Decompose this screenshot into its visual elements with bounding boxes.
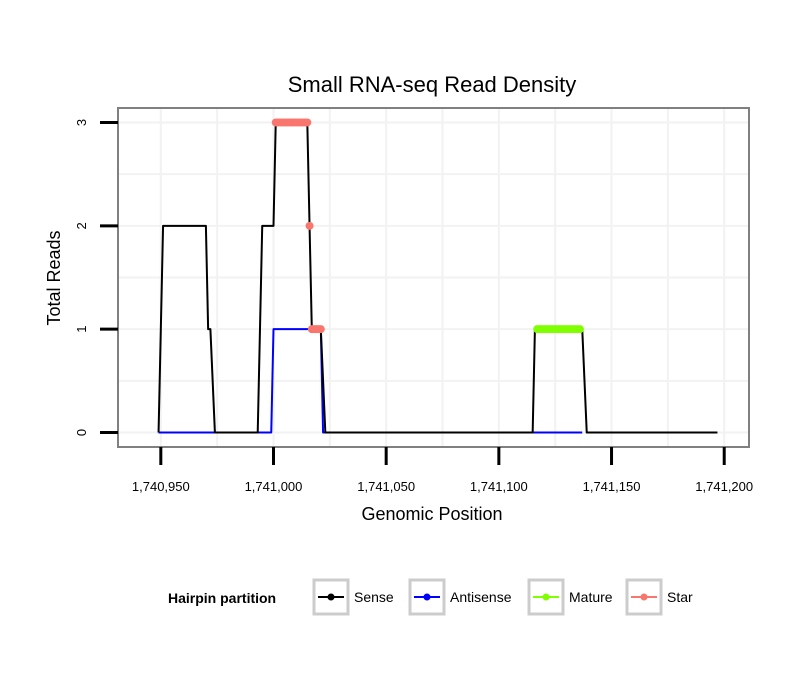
x-tick-label: 1,741,200 [695,479,753,494]
x-tick-label: 1,741,100 [470,479,528,494]
legend-key-point-antisense [423,593,431,601]
mature-point [575,325,584,334]
star-point [303,118,312,127]
star-point [305,221,314,230]
legend-label-antisense: Antisense [450,589,512,605]
y-tick-label: 2 [74,222,89,229]
y-tick-label: 1 [74,326,89,333]
y-axis-label: Total Reads [44,230,64,325]
y-tick-label: 3 [74,119,89,126]
x-tick-label: 1,741,050 [357,479,415,494]
legend-key-point-mature [542,593,550,601]
star-point [316,325,325,334]
chart-title: Small RNA-seq Read Density [288,72,577,97]
legend-label-sense: Sense [354,589,394,605]
legend-title: Hairpin partition [168,590,276,606]
plot-panel-border [117,107,750,448]
legend-key-point-sense [327,593,335,601]
legend-label-mature: Mature [569,589,613,605]
data-series [157,118,718,434]
x-axis-ticks: 1,740,950 1,741,000 1,741,050 1,741,100 1,74… [132,447,753,494]
x-tick-label: 1,740,950 [132,479,190,494]
legend-key-point-star [640,593,648,601]
y-axis-ticks: 0 1 2 3 [74,119,118,436]
y-tick-label: 0 [74,429,89,436]
legend: Hairpin partition Sense Antisense Mature St… [168,578,693,616]
legend-label-star: Star [667,589,693,605]
x-tick-label: 1,741,000 [245,479,303,494]
x-tick-label: 1,741,150 [583,479,641,494]
x-axis-label: Genomic Position [361,504,502,524]
